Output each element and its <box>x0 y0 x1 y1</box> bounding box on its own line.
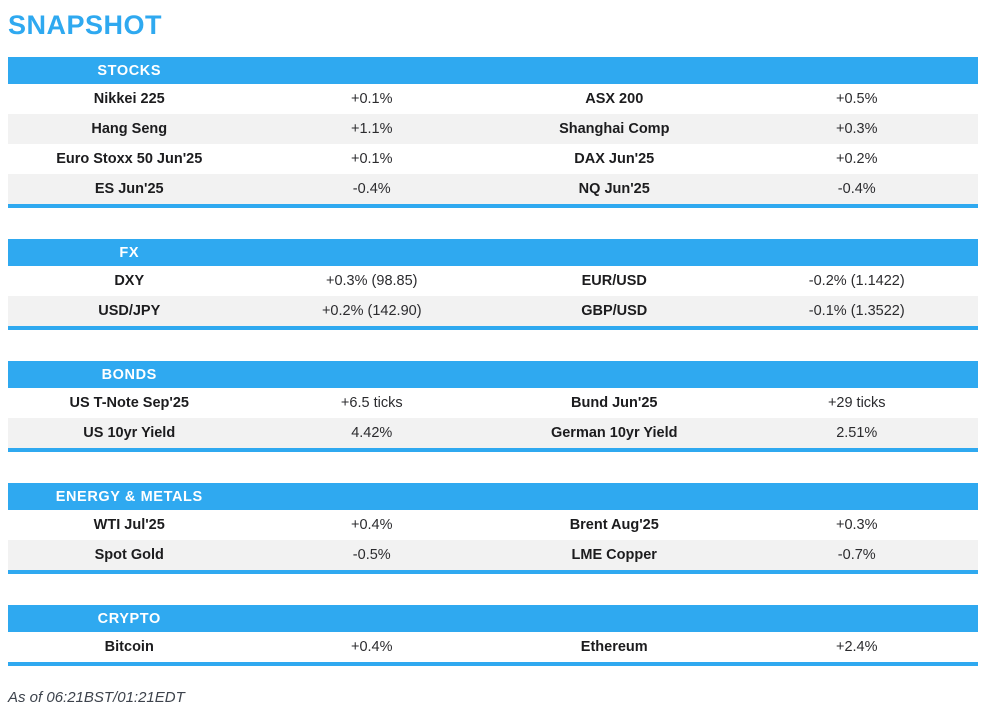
table-row: Euro Stoxx 50 Jun'25 +0.1% DAX Jun'25 +0… <box>8 144 978 174</box>
instrument-name: Shanghai Comp <box>559 121 670 137</box>
instrument-change: -0.2% (1.1422) <box>808 273 905 289</box>
instrument-change: -0.4% <box>837 181 876 197</box>
section-title: FX <box>119 244 140 261</box>
instrument-change: +0.4% <box>350 639 393 655</box>
instrument-name: NQ Jun'25 <box>578 181 650 197</box>
section-title: CRYPTO <box>97 610 161 627</box>
instrument-change: +0.4% <box>350 517 393 533</box>
instrument-name: Hang Seng <box>91 121 168 137</box>
snapshot-section: BONDS US T-Note Sep'25 +6.5 ticks Bund J… <box>8 361 978 452</box>
instrument-change: -0.4% <box>352 181 391 197</box>
table-row: DXY +0.3% (98.85) EUR/USD -0.2% (1.1422) <box>8 266 978 296</box>
table-row: Bitcoin +0.4% Ethereum +2.4% <box>8 632 978 662</box>
section-header: FX <box>8 239 978 266</box>
instrument-name: Euro Stoxx 50 Jun'25 <box>56 151 203 167</box>
table-row: US T-Note Sep'25 +6.5 ticks Bund Jun'25 … <box>8 388 978 418</box>
instrument-name: EUR/USD <box>581 273 647 289</box>
instrument-change: +0.5% <box>835 91 878 107</box>
table-row: ES Jun'25 -0.4% NQ Jun'25 -0.4% <box>8 174 978 204</box>
section-rows: Bitcoin +0.4% Ethereum +2.4% <box>8 632 978 662</box>
table-row: Spot Gold -0.5% LME Copper -0.7% <box>8 540 978 570</box>
table-row: US 10yr Yield 4.42% German 10yr Yield 2.… <box>8 418 978 448</box>
instrument-change: -0.5% <box>352 547 391 563</box>
section-title: ENERGY & METALS <box>55 488 203 505</box>
instrument-name: German 10yr Yield <box>550 425 678 441</box>
instrument-name: US 10yr Yield <box>83 425 176 441</box>
section-header: BONDS <box>8 361 978 388</box>
instrument-name: Bund Jun'25 <box>571 395 658 411</box>
section-title: BONDS <box>101 366 157 383</box>
snapshot-section: CRYPTO Bitcoin +0.4% Ethereum +2.4% <box>8 605 978 666</box>
section-rows: WTI Jul'25 +0.4% Brent Aug'25 +0.3% Spot… <box>8 510 978 570</box>
instrument-name: LME Copper <box>571 547 657 563</box>
instrument-change: +0.1% <box>350 91 393 107</box>
snapshot-section: FX DXY +0.3% (98.85) EUR/USD -0.2% (1.14… <box>8 239 978 330</box>
section-header: ENERGY & METALS <box>8 483 978 510</box>
instrument-name: Spot Gold <box>94 547 164 563</box>
instrument-name: WTI Jul'25 <box>93 517 165 533</box>
instrument-change: +0.2% <box>835 151 878 167</box>
table-row: USD/JPY +0.2% (142.90) GBP/USD -0.1% (1.… <box>8 296 978 326</box>
instrument-change: -0.7% <box>837 547 876 563</box>
instrument-name: DAX Jun'25 <box>574 151 655 167</box>
page-title: SNAPSHOT <box>8 10 163 40</box>
instrument-change: 2.51% <box>836 425 878 441</box>
snapshot-section: ENERGY & METALS WTI Jul'25 +0.4% Brent A… <box>8 483 978 574</box>
instrument-change: +2.4% <box>835 639 878 655</box>
instrument-change: -0.1% (1.3522) <box>808 303 905 319</box>
instrument-change: +29 ticks <box>827 395 886 411</box>
instrument-name: DXY <box>114 273 145 289</box>
snapshot-table: STOCKS Nikkei 225 +0.1% ASX 200 +0.5% Ha… <box>8 57 978 666</box>
instrument-change: +0.3% (98.85) <box>326 273 418 289</box>
instrument-change: +0.3% <box>835 121 878 137</box>
instrument-name: Brent Aug'25 <box>569 517 659 533</box>
instrument-change: +6.5 ticks <box>340 395 403 411</box>
section-title: STOCKS <box>97 62 162 79</box>
instrument-change: +0.1% <box>350 151 393 167</box>
section-header: CRYPTO <box>8 605 978 632</box>
instrument-change: 4.42% <box>351 425 393 441</box>
instrument-name: GBP/USD <box>581 303 648 319</box>
instrument-name: US T-Note Sep'25 <box>69 395 189 411</box>
timestamp-note: As of 06:21BST/01:21EDT <box>8 689 185 706</box>
snapshot-section: STOCKS Nikkei 225 +0.1% ASX 200 +0.5% Ha… <box>8 57 978 208</box>
instrument-name: USD/JPY <box>98 303 161 319</box>
section-rows: DXY +0.3% (98.85) EUR/USD -0.2% (1.1422)… <box>8 266 978 326</box>
section-rows: Nikkei 225 +0.1% ASX 200 +0.5% Hang Seng… <box>8 84 978 204</box>
instrument-name: Ethereum <box>580 639 648 655</box>
table-row: Nikkei 225 +0.1% ASX 200 +0.5% <box>8 84 978 114</box>
instrument-change: +0.3% <box>835 517 878 533</box>
instrument-name: ES Jun'25 <box>94 181 164 197</box>
instrument-name: Bitcoin <box>104 639 154 655</box>
instrument-name: Nikkei 225 <box>93 91 165 107</box>
instrument-change: +1.1% <box>350 121 393 137</box>
section-rows: US T-Note Sep'25 +6.5 ticks Bund Jun'25 … <box>8 388 978 448</box>
section-header: STOCKS <box>8 57 978 84</box>
instrument-name: ASX 200 <box>585 91 644 107</box>
table-row: WTI Jul'25 +0.4% Brent Aug'25 +0.3% <box>8 510 978 540</box>
table-row: Hang Seng +1.1% Shanghai Comp +0.3% <box>8 114 978 144</box>
instrument-change: +0.2% (142.90) <box>321 303 422 319</box>
